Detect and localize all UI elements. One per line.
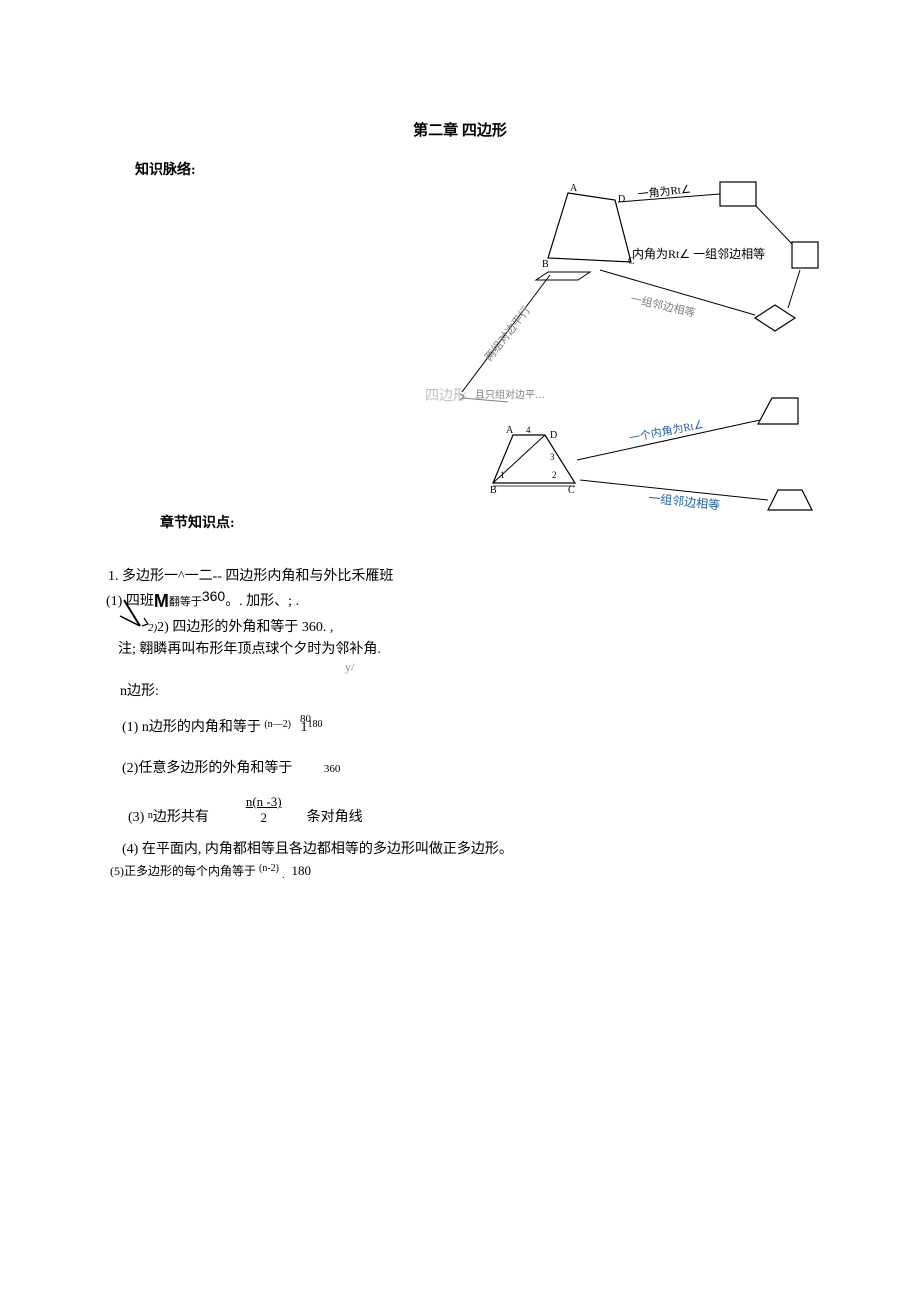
svg-text:且只组对边平…: 且只组对边平… (475, 388, 545, 401)
line-3: 2)2) 四边形的外角和等于 360. , (148, 616, 333, 636)
rhombus-shape (755, 305, 795, 331)
svg-text:B: B (490, 485, 497, 496)
svg-text:C: C (568, 485, 575, 496)
rectangle-shape (720, 182, 756, 206)
svg-text:4: 4 (526, 425, 531, 435)
svg-text:3: 3 (550, 452, 555, 462)
parallelogram-shape: A D B C (542, 183, 635, 270)
subtitle-points: 章节知识点: (160, 512, 235, 532)
svg-text:两组对边平行: 两组对边平行 (481, 303, 533, 364)
iso-trapezoid-shape (768, 490, 812, 510)
diagram-center-label: 四边形 (425, 388, 467, 404)
line-9: (3) n边形共有 n(n -3) 2 条对角线 (128, 802, 363, 834)
concept-diagram: 四边形 A D B C 一角为Rt∠ (400, 180, 820, 515)
svg-text:D: D (550, 430, 557, 441)
svg-text:A: A (570, 183, 578, 194)
svg-text:B: B (542, 259, 549, 270)
trapezoid-shape: A D B C 4 3 2 1 (490, 425, 575, 496)
line-6: n边形: (120, 680, 159, 700)
line-7-exp: 80 (300, 713, 311, 725)
line-5: y/ (345, 660, 354, 675)
svg-text:1: 1 (500, 470, 505, 480)
svg-text:内角为Rt∠ 一组邻边相等: 内角为Rt∠ 一组邻边相等 (632, 247, 765, 261)
svg-text:2: 2 (552, 470, 557, 480)
line-10: (4) 在平面内, 内角都相等且各边都相等的多边形叫做正多边形。 (122, 838, 513, 858)
subtitle-outline: 知识脉络: (135, 159, 196, 179)
svg-text:A: A (506, 425, 514, 436)
line-11: (5)正多边形的每个内角等于 (n-2) . 180 (110, 862, 311, 881)
line-1: 1. 多边形一^一二-- 四边形内角和与外比禾雁班 (108, 565, 393, 585)
right-trapezoid-shape (758, 398, 798, 424)
svg-text:一角为Rt∠: 一角为Rt∠ (637, 182, 691, 200)
square-shape (792, 242, 818, 268)
line-4: 注; 翱瞵再叫布形年顶点球个夕时为邻补角. (118, 638, 381, 658)
svg-text:D: D (618, 194, 625, 205)
line-7: (1) n边形的内角和等于 (n—2) 1180 (122, 716, 323, 736)
page-title: 第二章 四边形 (0, 119, 920, 140)
line-8: (2)任意多边形的外角和等于 360 (122, 757, 340, 777)
